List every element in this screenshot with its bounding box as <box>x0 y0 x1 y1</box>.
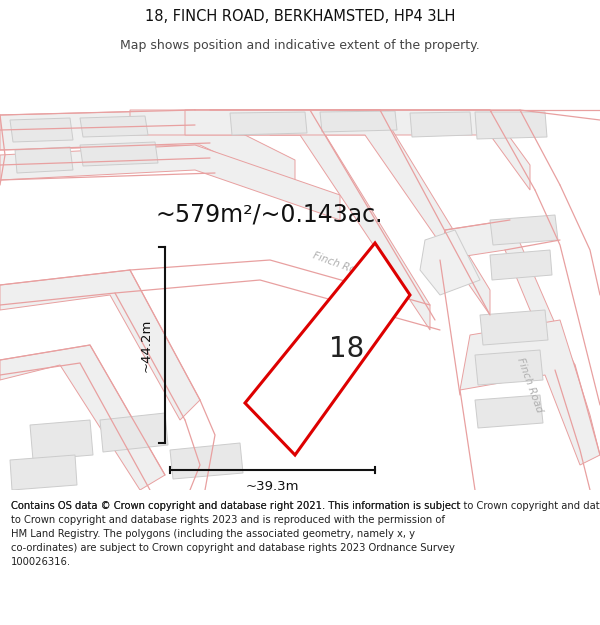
Text: ~39.3m: ~39.3m <box>246 480 299 493</box>
Polygon shape <box>30 420 93 460</box>
Polygon shape <box>100 413 168 452</box>
Polygon shape <box>130 110 430 330</box>
Polygon shape <box>475 112 547 139</box>
Text: Map shows position and indicative extent of the property.: Map shows position and indicative extent… <box>120 39 480 52</box>
Text: ~44.2m: ~44.2m <box>140 318 153 372</box>
Polygon shape <box>10 455 77 490</box>
Polygon shape <box>185 110 490 315</box>
Polygon shape <box>0 345 165 490</box>
Polygon shape <box>410 112 472 137</box>
Polygon shape <box>490 250 552 280</box>
Text: Finch Road: Finch Road <box>515 356 545 414</box>
Text: 18: 18 <box>329 335 364 363</box>
Polygon shape <box>490 215 558 245</box>
Polygon shape <box>475 350 543 385</box>
Polygon shape <box>475 395 543 428</box>
Polygon shape <box>80 142 158 166</box>
Polygon shape <box>440 220 575 370</box>
Polygon shape <box>0 110 295 190</box>
Text: 18, FINCH ROAD, BERKHAMSTED, HP4 3LH: 18, FINCH ROAD, BERKHAMSTED, HP4 3LH <box>145 9 455 24</box>
Polygon shape <box>420 230 480 295</box>
Polygon shape <box>10 118 73 142</box>
Polygon shape <box>80 116 148 137</box>
Text: Finch Road: Finch Road <box>311 251 369 279</box>
Polygon shape <box>230 112 307 135</box>
Polygon shape <box>245 243 410 455</box>
Text: ~579m²/~0.143ac.: ~579m²/~0.143ac. <box>155 203 383 227</box>
Polygon shape <box>320 111 397 132</box>
Polygon shape <box>270 110 530 190</box>
Text: Contains OS data © Crown copyright and database right 2021. This information is : Contains OS data © Crown copyright and d… <box>11 501 460 567</box>
Text: Contains OS data © Crown copyright and database right 2021. This information is : Contains OS data © Crown copyright and d… <box>11 501 600 511</box>
Polygon shape <box>15 147 73 173</box>
Polygon shape <box>480 310 548 345</box>
Polygon shape <box>0 145 340 220</box>
Polygon shape <box>170 443 243 479</box>
Polygon shape <box>460 320 600 465</box>
Polygon shape <box>0 270 200 420</box>
